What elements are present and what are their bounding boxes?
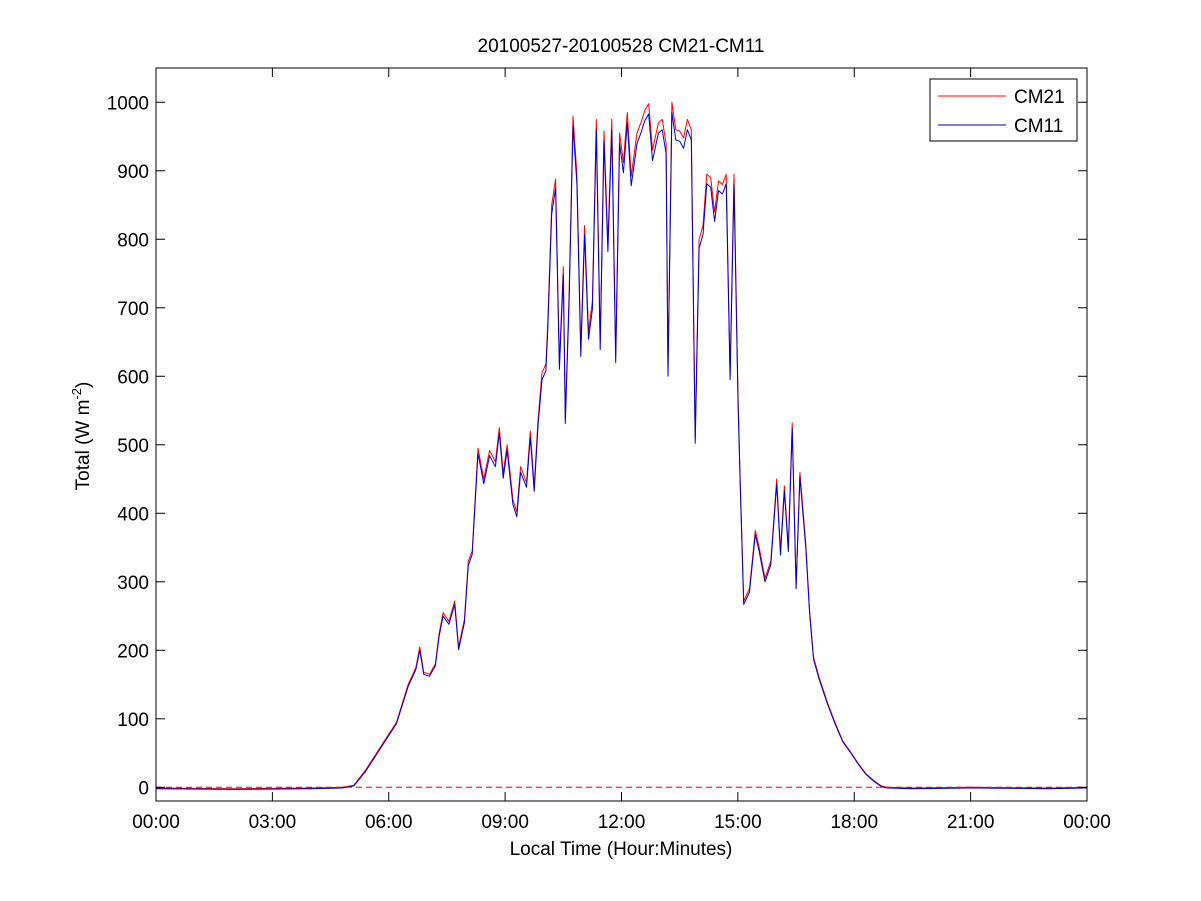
y-tick-label: 800 <box>117 230 149 251</box>
y-tick-label: 700 <box>117 299 149 320</box>
x-tick-label: 15:00 <box>714 812 762 833</box>
x-tick-label: 18:00 <box>830 812 878 833</box>
series-layer <box>155 101 1088 790</box>
y-tick-label: 500 <box>117 436 149 457</box>
axes-layer: 00:00 03:00 06:00 09:00 12:00 15:00 18:00 21:00… <box>107 68 1111 833</box>
series-line-cm11 <box>155 112 1088 790</box>
y-tick-label: 600 <box>117 367 149 388</box>
x-axis-label: Local Time (Hour:Minutes) <box>510 839 733 860</box>
y-axis-label-superscript: -2 <box>69 388 84 400</box>
y-tick-label: 900 <box>117 162 149 183</box>
y-axis-label-suffix: ) <box>73 382 94 388</box>
x-tick-label: 00:00 <box>132 812 180 833</box>
x-tick-label: 12:00 <box>598 812 646 833</box>
x-tick-label: 03:00 <box>249 812 297 833</box>
y-axis-label: Total (W m-2) <box>69 382 94 491</box>
y-tick-label: 200 <box>117 641 149 662</box>
y-tick-label: 0 <box>138 778 149 799</box>
plot-background <box>156 68 1087 801</box>
legend-label-cm11: CM11 <box>1014 116 1063 137</box>
x-tick-label: 06:00 <box>365 812 413 833</box>
plot-frame <box>155 67 1088 802</box>
x-tick-label: 00:00 <box>1063 812 1111 833</box>
y-tick-label: 400 <box>117 504 149 525</box>
y-tick-label: 300 <box>117 573 149 594</box>
y-tick-label: 1000 <box>107 93 149 114</box>
x-tick-label: 09:00 <box>481 812 529 833</box>
legend-box <box>929 78 1078 142</box>
y-tick-label: 100 <box>117 710 149 731</box>
legend: CM21 CM11 <box>929 78 1078 142</box>
chart-title: 20100527-20100528 CM21-CM11 <box>478 36 765 57</box>
x-tick-label: 21:00 <box>947 812 995 833</box>
legend-label-cm21: CM21 <box>1014 87 1065 108</box>
y-axis-label-main: Total (W m <box>73 400 94 491</box>
